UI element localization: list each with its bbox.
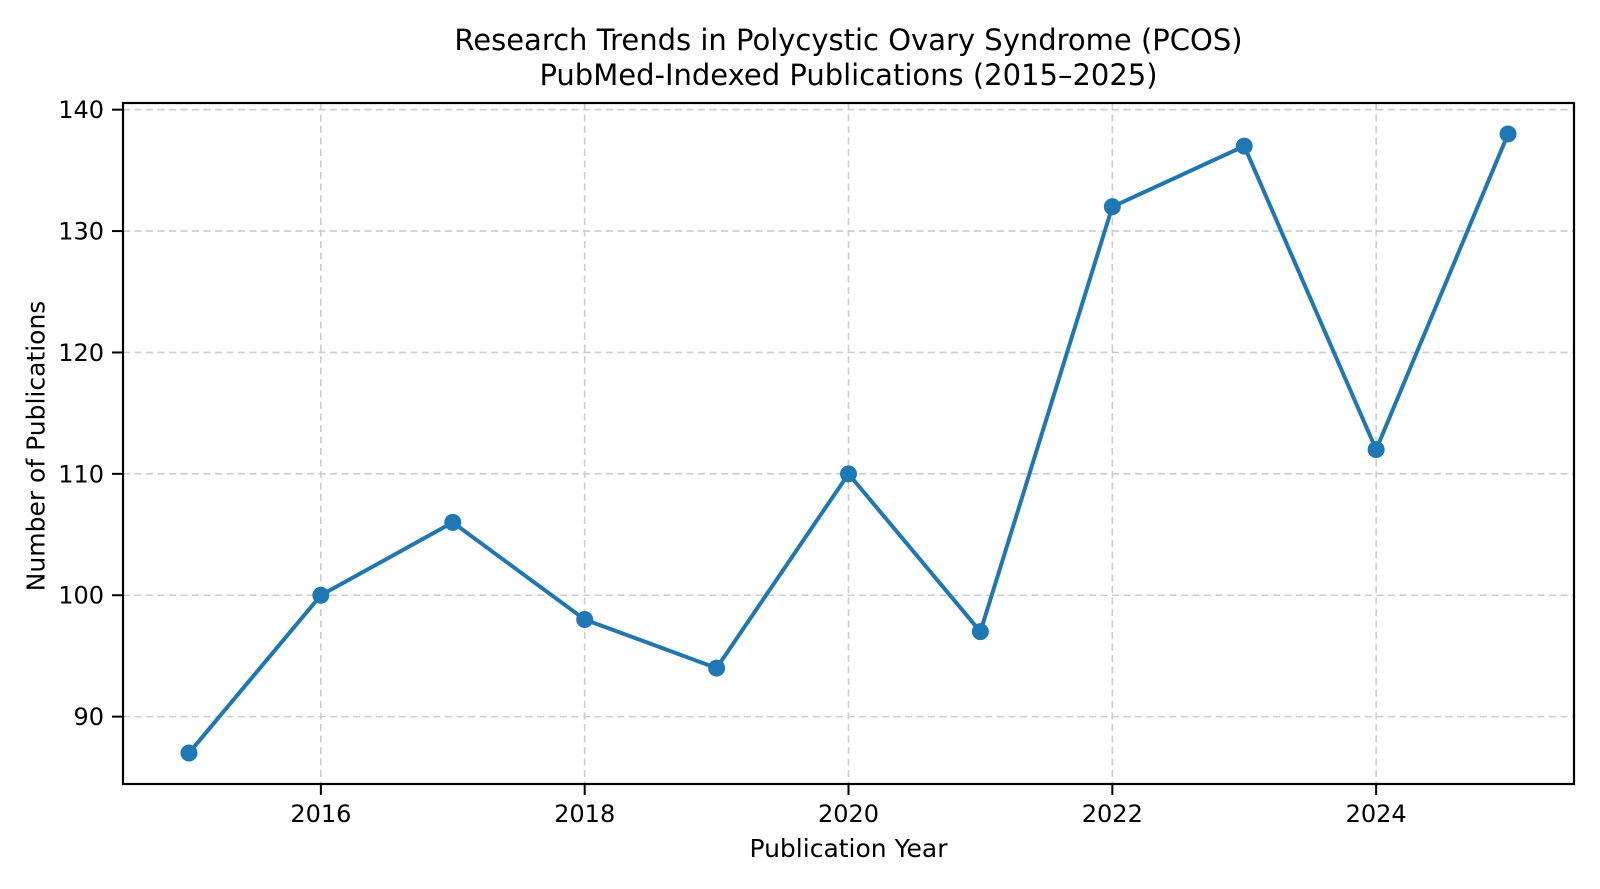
- data-point-marker: [1367, 441, 1385, 459]
- y-tick-label: 100: [58, 582, 104, 610]
- y-tick-label: 140: [58, 96, 104, 124]
- data-point-marker: [1235, 137, 1253, 155]
- y-tick-label: 110: [58, 460, 104, 488]
- x-tick-label: 2020: [818, 800, 879, 828]
- y-tick-label: 120: [58, 339, 104, 367]
- data-point-marker: [312, 586, 330, 604]
- chart-title-line2: PubMed-Indexed Publications (2015–2025): [539, 58, 1158, 92]
- y-tick-label: 90: [73, 703, 104, 731]
- data-point-marker: [840, 465, 857, 483]
- data-point-marker: [1499, 125, 1517, 143]
- x-tick-label: 2022: [1082, 800, 1143, 828]
- data-point-marker: [180, 744, 198, 762]
- data-point-marker: [971, 623, 989, 641]
- data-point-marker: [708, 659, 726, 677]
- x-axis-label: Publication Year: [749, 834, 948, 863]
- chart-title-line1: Research Trends in Polycystic Ovary Synd…: [454, 23, 1243, 57]
- chart-title: Research Trends in Polycystic Ovary Synd…: [123, 23, 1574, 93]
- y-axis-label: Number of Publications: [21, 300, 51, 592]
- data-point-marker: [576, 611, 594, 629]
- x-tick-label: 2024: [1346, 800, 1407, 828]
- x-tick-label: 2018: [554, 800, 615, 828]
- data-point-marker: [1103, 198, 1121, 216]
- x-tick-label: 2016: [290, 800, 351, 828]
- data-point-marker: [444, 513, 462, 531]
- y-tick-label: 130: [58, 218, 104, 246]
